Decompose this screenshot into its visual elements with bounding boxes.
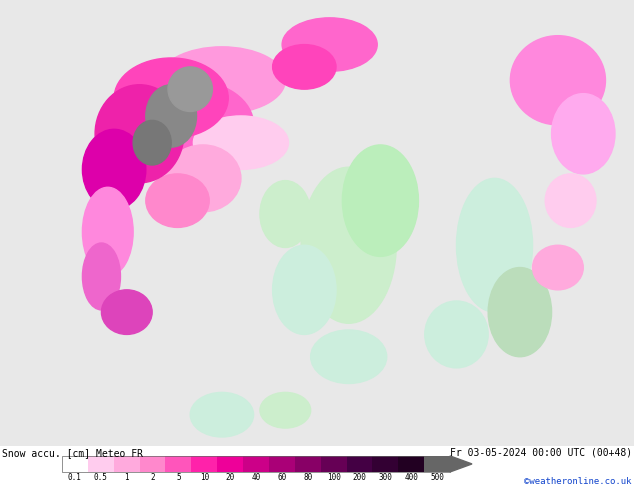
Ellipse shape (273, 45, 336, 89)
Text: Fr 03-05-2024 00:00 UTC (00+48): Fr 03-05-2024 00:00 UTC (00+48) (450, 448, 632, 458)
Text: 100: 100 (327, 473, 340, 482)
Ellipse shape (311, 330, 387, 384)
Text: 300: 300 (378, 473, 392, 482)
Text: 0.5: 0.5 (94, 473, 108, 482)
Text: 40: 40 (251, 473, 261, 482)
Text: 1: 1 (124, 473, 129, 482)
Polygon shape (450, 456, 472, 472)
Bar (62, 456, 88, 472)
Ellipse shape (114, 58, 228, 138)
Ellipse shape (165, 145, 241, 212)
Bar (165, 456, 192, 472)
Ellipse shape (146, 85, 197, 147)
Bar (295, 456, 321, 472)
Text: Snow accu. [cm] Meteo FR: Snow accu. [cm] Meteo FR (2, 448, 143, 458)
Ellipse shape (193, 116, 288, 170)
Ellipse shape (133, 121, 171, 165)
Bar (372, 456, 399, 472)
Bar (424, 456, 451, 472)
Bar (321, 456, 347, 472)
Text: 60: 60 (277, 473, 287, 482)
Ellipse shape (488, 268, 552, 357)
Text: 10: 10 (200, 473, 209, 482)
Ellipse shape (282, 18, 377, 72)
Ellipse shape (146, 174, 209, 227)
Bar (269, 456, 295, 472)
Bar (347, 456, 373, 472)
Ellipse shape (101, 290, 152, 335)
Bar (88, 456, 114, 472)
Text: 20: 20 (226, 473, 235, 482)
Text: 5: 5 (176, 473, 181, 482)
Ellipse shape (456, 178, 533, 312)
Ellipse shape (260, 181, 311, 247)
Ellipse shape (127, 80, 254, 170)
Ellipse shape (533, 245, 583, 290)
Text: 200: 200 (353, 473, 366, 482)
Text: ©weatheronline.co.uk: ©weatheronline.co.uk (524, 477, 632, 486)
Ellipse shape (510, 36, 605, 125)
Ellipse shape (342, 145, 418, 256)
Ellipse shape (82, 243, 120, 310)
Ellipse shape (82, 187, 133, 276)
Bar (62, 456, 450, 472)
Ellipse shape (158, 47, 285, 114)
Ellipse shape (168, 67, 212, 112)
Text: 400: 400 (404, 473, 418, 482)
Bar (217, 456, 243, 472)
Bar (139, 456, 166, 472)
Bar (191, 456, 217, 472)
Ellipse shape (190, 392, 254, 437)
Text: 2: 2 (150, 473, 155, 482)
Bar (243, 456, 269, 472)
Text: 80: 80 (303, 473, 313, 482)
Ellipse shape (273, 245, 336, 334)
Ellipse shape (95, 85, 184, 183)
Bar (113, 456, 140, 472)
Ellipse shape (260, 392, 311, 428)
Text: 500: 500 (430, 473, 444, 482)
Ellipse shape (545, 174, 596, 227)
Ellipse shape (82, 129, 146, 210)
Ellipse shape (301, 167, 396, 323)
Ellipse shape (425, 301, 488, 368)
Text: 0.1: 0.1 (68, 473, 82, 482)
Bar (398, 456, 425, 472)
Ellipse shape (552, 94, 615, 174)
